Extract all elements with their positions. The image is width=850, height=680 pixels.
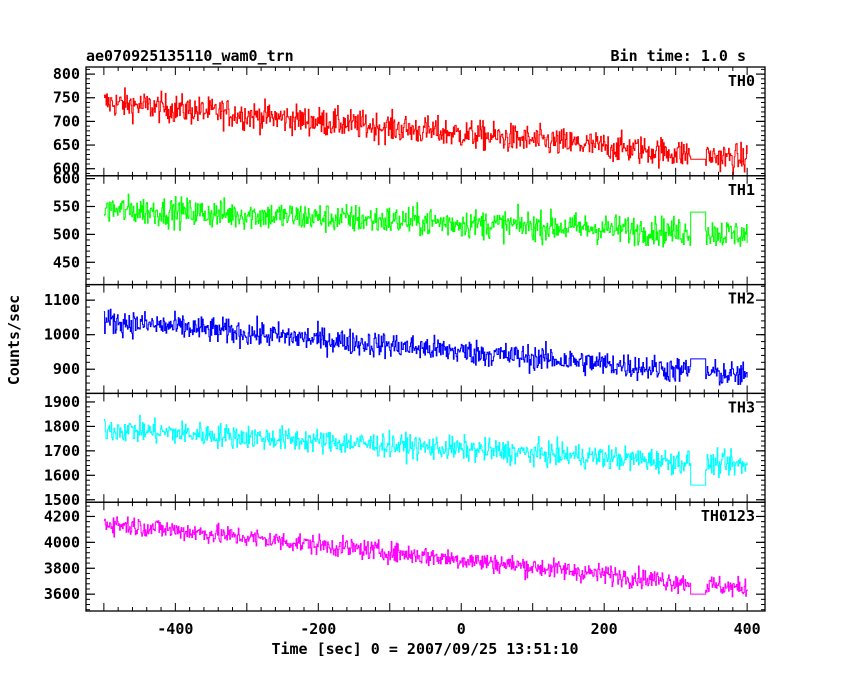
y-tick-label: 3800 [44, 559, 80, 577]
y-tick-label: 750 [53, 89, 80, 107]
series-th3 [103, 414, 748, 486]
x-tick-label: 400 [734, 620, 761, 638]
y-axis-label: Counts/sec [5, 295, 23, 385]
y-tick-label: 650 [53, 136, 80, 154]
y-tick-label: 600 [53, 160, 80, 178]
panel-frame-th0123 [85, 501, 766, 612]
x-axis-label: Time [sec] 0 = 2007/09/25 13:51:10 [271, 640, 578, 658]
chart-title: ae070925135110_wam0_trn [86, 47, 294, 65]
series-th2 [103, 308, 748, 386]
bin-time-label: Bin time: 1.0 s [611, 47, 746, 65]
y-tick-label: 1700 [44, 442, 80, 460]
series-th0 [103, 87, 748, 176]
y-tick-label: 4200 [44, 507, 80, 525]
y-tick-label: 450 [53, 253, 80, 271]
y-tick-label: 1600 [44, 466, 80, 484]
y-tick-label: 1900 [44, 393, 80, 411]
y-tick-label: 600 [53, 170, 80, 188]
series-th0123 [103, 516, 748, 598]
panel-label-th2: TH2 [728, 290, 755, 308]
panel-label-th0: TH0 [728, 72, 755, 90]
series-th1 [103, 193, 748, 248]
y-tick-label: 550 [53, 197, 80, 215]
y-tick-label: 1000 [44, 326, 80, 344]
y-tick-label: 900 [53, 360, 80, 378]
y-tick-label: 1500 [44, 491, 80, 509]
y-tick-label: 500 [53, 225, 80, 243]
panel-label-th0123: TH0123 [701, 507, 755, 525]
panel-label-th1: TH1 [728, 181, 755, 199]
panel-frame-th2 [85, 283, 766, 395]
x-tick-label: -200 [300, 620, 336, 638]
panel-label-th3: TH3 [728, 398, 755, 416]
x-tick-label: 200 [591, 620, 618, 638]
y-tick-label: 1100 [44, 291, 80, 309]
x-tick-label: -400 [157, 620, 193, 638]
y-tick-label: 3600 [44, 585, 80, 603]
x-tick-label: 0 [457, 620, 466, 638]
y-tick-label: 1800 [44, 417, 80, 435]
y-tick-label: 4000 [44, 533, 80, 551]
y-tick-label: 700 [53, 112, 80, 130]
y-tick-label: 800 [53, 65, 80, 83]
panels: 600 650 700 750 800 TH0 450 500 550 600 TH1 900 1000… [44, 65, 766, 638]
